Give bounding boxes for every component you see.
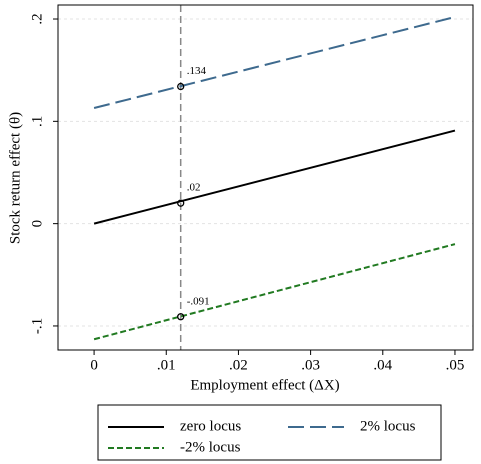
x-tick-label: .05 — [446, 357, 465, 373]
y-axis-title: Stock return effect (θ) — [7, 112, 23, 244]
y-tick-label: .2 — [29, 13, 45, 24]
marker — [177, 199, 185, 207]
series-line — [93, 16, 456, 109]
data-label: .134 — [187, 65, 207, 77]
x-tick-label: .01 — [157, 357, 176, 373]
marker — [177, 313, 185, 321]
x-axis-title: Employment effect (ΔX) — [190, 377, 339, 393]
y-tick-label: -.1 — [29, 318, 45, 334]
series-line — [93, 243, 456, 341]
y-tick-label: .1 — [29, 116, 45, 127]
x-tick-label: .03 — [301, 357, 320, 373]
legend-label: -2% locus — [180, 439, 241, 455]
legend-label: 2% locus — [360, 418, 416, 434]
data-label: .02 — [187, 182, 201, 194]
x-tick-label: .04 — [373, 357, 392, 373]
marker — [177, 82, 185, 91]
y-tick-label: 0 — [29, 220, 45, 228]
series-line — [93, 129, 456, 225]
x-tick-label: 0 — [90, 357, 98, 373]
legend-label: zero locus — [180, 418, 241, 434]
plot-frame — [57, 4, 474, 351]
data-label: -.091 — [187, 295, 210, 307]
x-tick-label: .02 — [229, 357, 248, 373]
legend-box — [97, 404, 442, 461]
